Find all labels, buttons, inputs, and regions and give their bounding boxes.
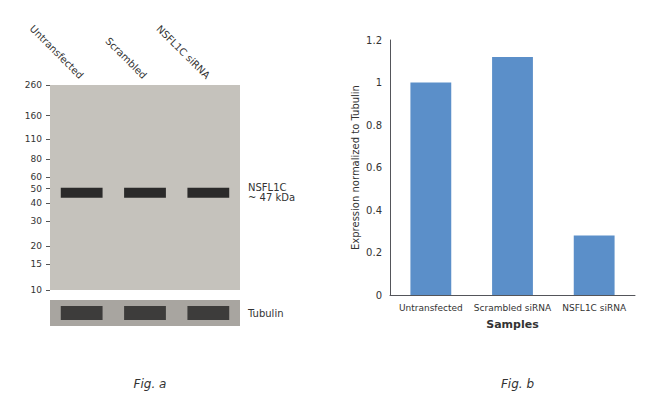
- svg-text:60: 60: [31, 172, 43, 182]
- svg-text:0.2: 0.2: [366, 247, 382, 258]
- svg-text:50: 50: [31, 184, 43, 194]
- svg-text:Scrambled siRNA: Scrambled siRNA: [474, 303, 552, 313]
- svg-text:1.2: 1.2: [366, 35, 382, 46]
- svg-text:Scrambled: Scrambled: [103, 35, 149, 81]
- svg-text:Expression normalized to Tubul: Expression normalized to Tubulin: [350, 85, 361, 250]
- svg-text:Untransfected: Untransfected: [28, 23, 86, 81]
- svg-text:160: 160: [25, 111, 42, 121]
- svg-text:40: 40: [31, 198, 43, 208]
- svg-text:30: 30: [31, 216, 43, 226]
- svg-text:0: 0: [376, 290, 382, 301]
- svg-text:80: 80: [31, 154, 43, 164]
- svg-text:20: 20: [31, 241, 43, 251]
- svg-text:Fig. a: Fig. a: [134, 377, 167, 391]
- svg-text:Untransfected: Untransfected: [399, 303, 463, 313]
- svg-text:Samples: Samples: [486, 318, 539, 331]
- svg-text:260: 260: [25, 80, 42, 90]
- svg-text:0.8: 0.8: [366, 120, 382, 131]
- svg-text:0.6: 0.6: [366, 162, 382, 173]
- svg-text:Tubulin: Tubulin: [247, 308, 284, 319]
- svg-text:110: 110: [25, 134, 42, 144]
- svg-text:1: 1: [376, 77, 382, 88]
- svg-text:15: 15: [31, 259, 42, 269]
- svg-text:Fig. b: Fig. b: [501, 377, 534, 391]
- svg-text:NSFL1C siRNA: NSFL1C siRNA: [154, 23, 212, 81]
- svg-text:NSFL1C: NSFL1C: [248, 182, 287, 194]
- svg-text:10: 10: [31, 285, 43, 295]
- svg-text:0.4: 0.4: [366, 205, 382, 216]
- svg-text:NSFL1C siRNA: NSFL1C siRNA: [562, 303, 627, 313]
- svg-text:~ 47 kDa: ~ 47 kDa: [248, 192, 295, 203]
